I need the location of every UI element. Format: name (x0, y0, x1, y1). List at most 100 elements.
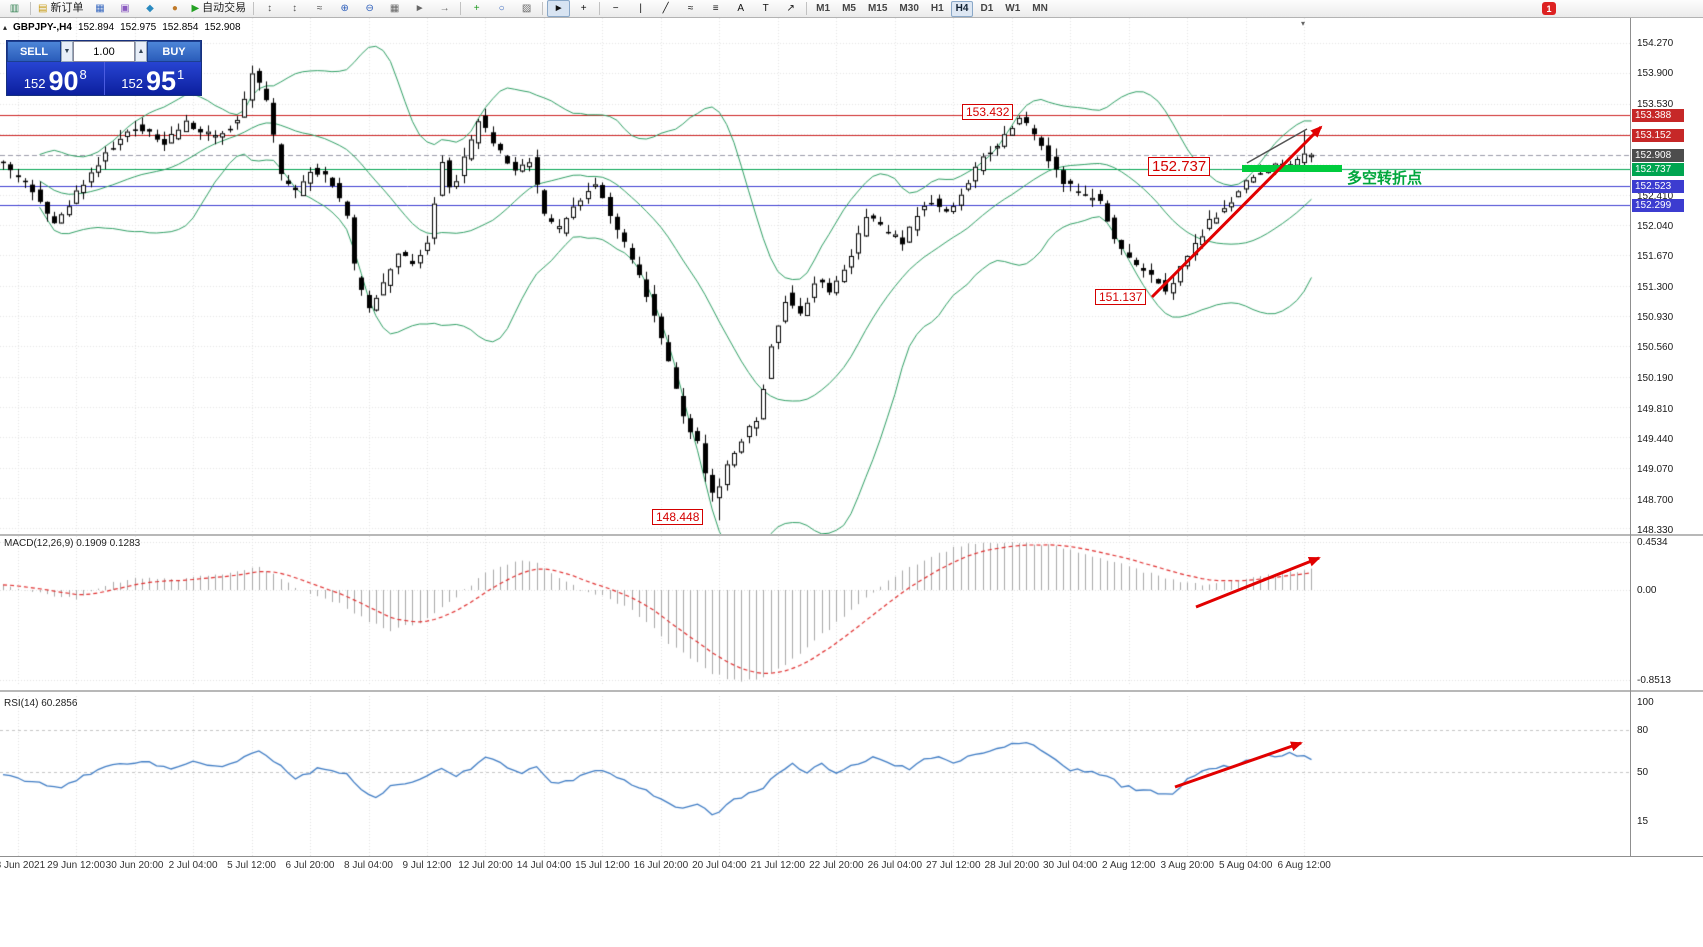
autotrading-button-label: 自动交易 (202, 2, 247, 14)
timeframe-mn[interactable]: MN (1032, 3, 1048, 14)
autotrading-button[interactable]: ▶ 自动交易 (188, 0, 249, 17)
chart-shift-marker[interactable]: ▾ (1301, 19, 1306, 28)
periods-icon[interactable]: ○ (490, 0, 513, 17)
label-tool-icon[interactable]: T (754, 0, 777, 17)
buy-button[interactable]: BUY (147, 41, 201, 62)
timeframe-h4[interactable]: H4 (950, 0, 974, 17)
time-label: 12 Jul 20:00 (458, 860, 513, 871)
panel-splitter[interactable] (0, 690, 1703, 692)
price-tag: 152.737 (1632, 162, 1684, 176)
sell-price-big: 90 (48, 65, 79, 96)
chart-windows-icon[interactable]: ▦ (88, 0, 111, 17)
timeframe-m5[interactable]: M5 (842, 3, 856, 14)
cursor-icon[interactable]: ► (547, 0, 571, 17)
one-click-trading-panel: SELL ▼ 1.00 ▲ BUY 152 90 8 152 95 1 (6, 40, 202, 96)
new-chart-icon: ▥ (9, 2, 20, 14)
chart-windows-icon: ▦ (95, 2, 105, 14)
time-label: 30 Jul 04:00 (1043, 860, 1098, 871)
rsi-label: RSI(14) 60.2856 (4, 698, 78, 709)
text-tool-icon: A (737, 2, 744, 14)
buy-price-prefix: 152 (121, 76, 143, 91)
sell-price-prefix: 152 (23, 76, 46, 91)
macd-indicator-panel[interactable] (0, 536, 1630, 686)
timeframe-w1[interactable]: W1 (1005, 3, 1021, 14)
price-scale-label: 148.330 (1637, 525, 1674, 537)
volume-input[interactable]: 1.00 (73, 41, 135, 62)
timeframe-m15[interactable]: M15 (867, 3, 888, 14)
zoom-in-icon[interactable]: ⊕ (333, 0, 356, 17)
crosshair-icon[interactable]: + (572, 0, 595, 17)
sell-button[interactable]: SELL (7, 41, 61, 62)
price-level-note[interactable]: 153.432 (962, 104, 1014, 120)
price-scale-label: 151.670 (1637, 251, 1674, 263)
sell-price-sup: 8 (79, 67, 87, 82)
candlestick-chart-icon[interactable]: ↕ (283, 0, 306, 17)
price-level-note[interactable]: 148.448 (652, 509, 704, 525)
vline-tool-icon[interactable]: | (629, 0, 652, 17)
cursor-icon: ► (553, 2, 564, 14)
price-tag: 153.388 (1632, 109, 1684, 123)
periods-icon: ○ (498, 2, 505, 14)
panel-splitter[interactable] (0, 534, 1703, 536)
templates-icon[interactable]: ▨ (515, 0, 538, 17)
sell-price-display[interactable]: 152 90 8 (7, 62, 104, 95)
time-label: 5 Aug 04:00 (1218, 860, 1273, 871)
trendline-tool-icon[interactable]: ╱ (654, 0, 677, 17)
price-level-note[interactable]: 151.137 (1095, 289, 1147, 305)
volume-increase-button[interactable]: ▲ (135, 41, 147, 62)
timeframe-m1[interactable]: M1 (816, 3, 831, 14)
channel-tool-icon[interactable]: ≈ (679, 0, 702, 17)
navigator-icon: ● (171, 2, 178, 14)
line-chart-icon[interactable]: ≈ (308, 0, 331, 17)
price-axis[interactable]: 154.270 153.900 153.530 152.410 152.040 151.6… (1631, 0, 1703, 947)
market-watch-icon[interactable]: ◆ (138, 0, 161, 17)
timeframe-h1[interactable]: H1 (930, 3, 944, 14)
bar-chart-icon[interactable]: ↕ (258, 0, 281, 17)
new-order-button[interactable]: ▤ 新订单 (35, 0, 86, 17)
arrows-tool-icon[interactable]: ↗ (779, 0, 802, 17)
buy-price-display[interactable]: 152 95 1 (105, 62, 202, 95)
navigator-icon[interactable]: ● (163, 0, 186, 17)
timeframe-d1[interactable]: D1 (980, 3, 994, 14)
rsi-indicator-panel[interactable] (0, 696, 1630, 856)
turning-point-note[interactable]: 多空转折点 (1347, 170, 1423, 187)
fibonacci-tool-icon[interactable]: ≡ (704, 0, 727, 17)
market-watch-icon: ◆ (146, 2, 154, 14)
price-tag: 153.152 (1632, 128, 1684, 142)
zoom-out-icon[interactable]: ⊖ (358, 0, 381, 17)
price-tag: 152.299 (1632, 198, 1684, 212)
price-scale-label: 152.410 (1637, 190, 1674, 202)
turning-point-level-bar[interactable] (1242, 165, 1342, 172)
auto-scroll-icon[interactable]: ► (408, 0, 431, 17)
channel-tool-icon: ≈ (687, 2, 694, 14)
profiles-icon[interactable]: ▣ (113, 0, 136, 17)
toolbar: ▥ ▤ 新订单 ▦ ▣ ◆ ● ▶ 自动交易 ↕ ↕ ≈ ⊕ ⊖ ▦ ► → + ○ ▨ ► + − | ╱ ≈ ≡ A T ↗ M1 M5… (0, 0, 1703, 18)
timeframe-m30[interactable]: M30 (899, 3, 919, 14)
profiles-icon: ▣ (120, 2, 130, 14)
hline-tool-icon[interactable]: − (604, 0, 627, 17)
text-tool-icon[interactable]: A (729, 0, 752, 17)
chart-shift-icon: → (439, 2, 450, 14)
macd-scale-label: 0.4534 (1637, 536, 1668, 548)
main-price-chart[interactable] (0, 18, 1630, 534)
chart-shift-icon[interactable]: → (433, 0, 456, 17)
price-scale-label: 150.560 (1637, 342, 1674, 354)
notification-badge[interactable]: 1 (1542, 2, 1556, 15)
indicators-icon[interactable]: + (465, 0, 488, 17)
symbol-period-label: GBPJPY-,H4 (13, 22, 72, 33)
macd-label: MACD(12,26,9) 0.1909 0.1283 (4, 538, 141, 549)
one-click-collapse-icon[interactable]: ▴ (3, 23, 8, 32)
time-label: 3 Aug 20:00 (1160, 860, 1214, 871)
new-chart-icon[interactable]: ▥ (3, 0, 26, 17)
volume-decrease-button[interactable]: ▼ (61, 41, 73, 62)
time-label: 8 Jul 04:00 (344, 860, 393, 871)
auto-scroll-icon: ► (414, 2, 425, 14)
tile-windows-icon[interactable]: ▦ (383, 0, 406, 17)
rsi-scale-label: 50 (1637, 767, 1649, 778)
price-divider (103, 62, 105, 95)
vline-tool-icon: | (639, 2, 642, 14)
price-level-note[interactable]: 152.737 (1148, 157, 1211, 176)
time-label: 14 Jul 04:00 (516, 860, 572, 871)
price-scale-label: 148.700 (1637, 494, 1674, 506)
